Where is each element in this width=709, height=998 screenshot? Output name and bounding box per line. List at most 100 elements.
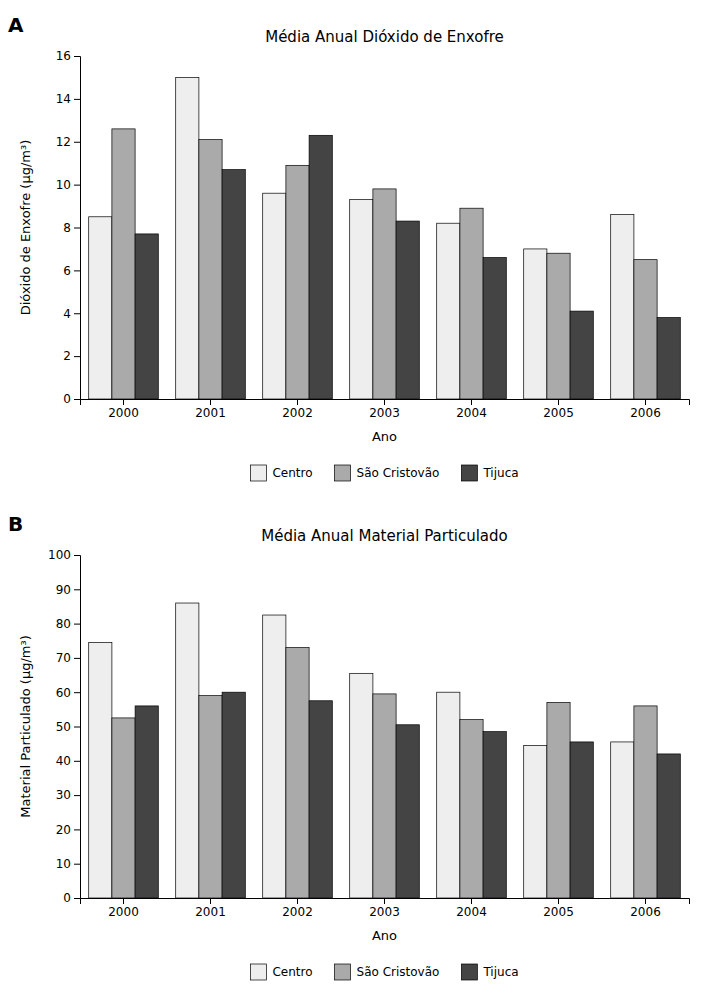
x-tick: 2004	[456, 898, 487, 919]
y-tick-mark	[74, 589, 80, 590]
y-tick: 10	[56, 178, 80, 192]
panel-label: B	[8, 512, 23, 536]
y-tick: 80	[56, 617, 80, 631]
legend-item: Centro	[250, 465, 312, 481]
bar	[373, 694, 396, 898]
series	[89, 77, 634, 399]
legend-item: Centro	[250, 964, 312, 980]
bar	[286, 165, 309, 399]
y-tick: 10	[56, 857, 80, 871]
bar	[524, 249, 547, 399]
bar	[222, 170, 245, 399]
bar	[373, 189, 396, 399]
bar	[309, 701, 332, 898]
x-tick-label: 2000	[108, 905, 139, 919]
y-tick-mark	[74, 795, 80, 796]
y-tick: 6	[63, 264, 80, 278]
x-tick-mark	[123, 898, 124, 904]
legend-label: Centro	[272, 965, 312, 979]
y-tick-mark	[74, 727, 80, 728]
x-tick-label: 2005	[543, 406, 574, 420]
bars	[89, 603, 681, 898]
y-axis: 0102030405060708090100	[48, 548, 80, 905]
y-tick: 2	[63, 349, 80, 363]
x-tick: 2005	[543, 399, 574, 420]
legend: CentroSão CristovãoTijuca	[250, 964, 518, 980]
y-tick-label: 30	[56, 788, 71, 802]
x-tick-mark	[471, 399, 472, 405]
y-tick-label: 100	[48, 548, 71, 562]
y-tick-mark	[74, 829, 80, 830]
bar	[176, 77, 199, 399]
bar	[112, 129, 135, 399]
bar	[611, 742, 634, 898]
y-tick-label: 8	[63, 221, 71, 235]
legend-item: São Cristovão	[335, 964, 440, 980]
bar	[524, 745, 547, 898]
y-tick-label: 4	[63, 307, 71, 321]
x-axis-line	[81, 400, 690, 406]
y-tick: 8	[63, 221, 80, 235]
y-tick-label: 10	[56, 178, 71, 192]
y-tick-label: 20	[56, 823, 71, 837]
x-tick: 2001	[195, 898, 226, 919]
bar	[657, 754, 680, 898]
x-axis-line	[81, 899, 690, 905]
x-tick-label: 2001	[195, 905, 226, 919]
legend-swatch	[461, 964, 477, 980]
series	[135, 135, 680, 399]
bar	[350, 200, 373, 399]
x-axis: 2000200120022003200420052006	[81, 898, 690, 919]
y-tick-mark	[74, 692, 80, 693]
y-tick-mark	[74, 658, 80, 659]
bar	[309, 135, 332, 399]
legend-swatch	[250, 465, 266, 481]
y-tick-mark	[74, 56, 80, 57]
x-tick: 2003	[369, 898, 400, 919]
panel: 2000200120022003200420052006024681012141…	[8, 13, 690, 482]
y-tick-label: 12	[56, 135, 71, 149]
y-tick-mark	[74, 356, 80, 357]
bar	[437, 692, 460, 898]
y-tick-label: 6	[63, 264, 71, 278]
bar	[634, 706, 657, 898]
y-tick-label: 60	[56, 686, 71, 700]
y-tick-mark	[74, 898, 80, 899]
x-tick: 2006	[630, 399, 661, 420]
y-tick-label: 50	[56, 720, 71, 734]
y-tick: 12	[56, 135, 80, 149]
bar	[547, 253, 570, 399]
x-tick-mark	[210, 898, 211, 904]
y-tick: 0	[63, 392, 80, 406]
bar	[176, 603, 199, 898]
series	[112, 129, 657, 399]
bar	[460, 720, 483, 898]
legend-label: São Cristovão	[357, 466, 440, 480]
legend-swatch	[461, 465, 477, 481]
y-tick: 90	[56, 583, 80, 597]
y-tick: 70	[56, 651, 80, 665]
x-tick-mark	[645, 399, 646, 405]
legend-swatch	[250, 964, 266, 980]
x-tick-label: 2006	[630, 905, 661, 919]
y-tick: 30	[56, 788, 80, 802]
legend-swatch	[335, 964, 351, 980]
series	[112, 648, 657, 898]
y-tick: 16	[56, 49, 80, 63]
series	[89, 603, 634, 898]
bar	[396, 221, 419, 399]
y-tick: 20	[56, 823, 80, 837]
x-tick-mark	[558, 898, 559, 904]
panel-label: A	[8, 13, 24, 37]
x-tick-mark	[210, 399, 211, 405]
chart: 2000200120022003200420052006024681012141…	[0, 0, 709, 998]
x-tick: 2003	[369, 399, 400, 420]
x-tick-mark	[645, 898, 646, 904]
x-axis: 2000200120022003200420052006	[81, 399, 690, 420]
x-tick-label: 2005	[543, 905, 574, 919]
panel: 2000200120022003200420052006010203040506…	[8, 512, 690, 981]
bar	[89, 217, 112, 399]
bar	[135, 234, 158, 399]
bar	[483, 258, 506, 399]
legend-label: Centro	[272, 466, 312, 480]
